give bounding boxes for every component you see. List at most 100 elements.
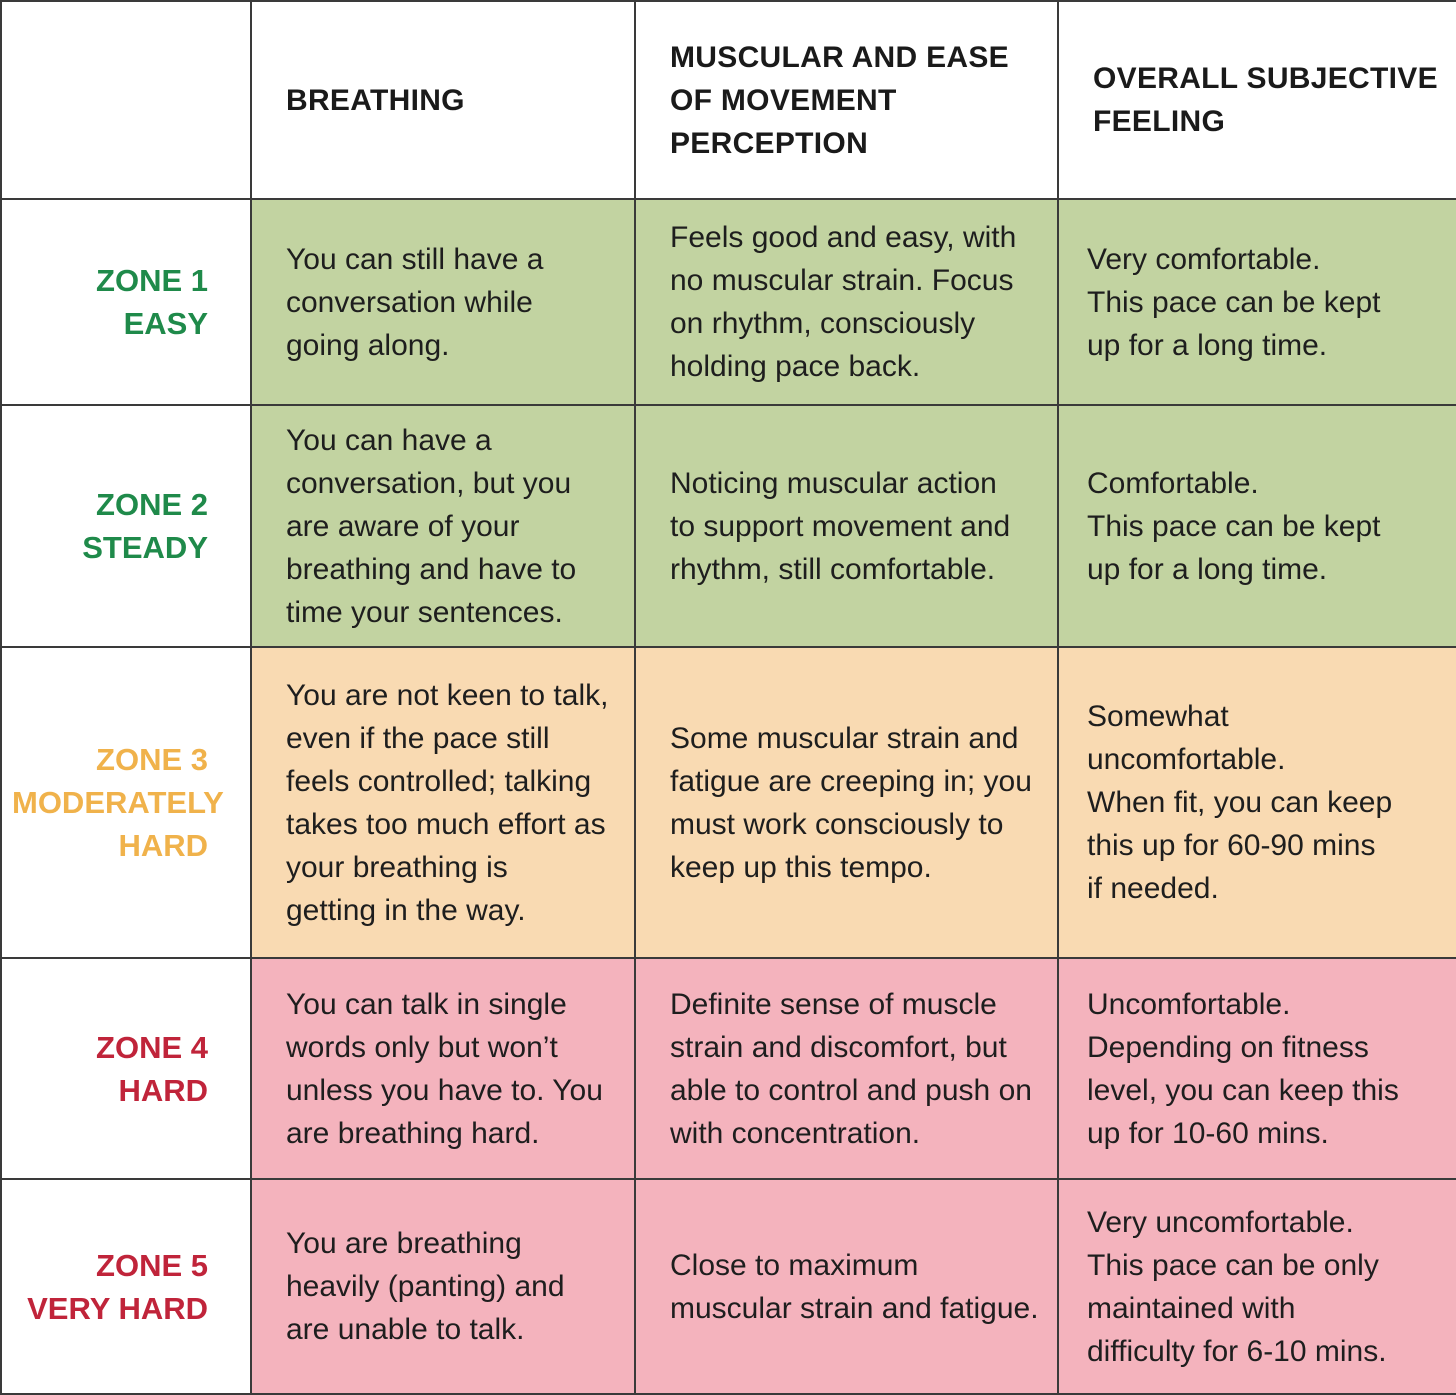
cell-line: You are not keen to talk, [286,678,609,712]
cell-line: Somewhat [1087,700,1229,733]
cell-line: this up for 60-90 mins [1087,829,1376,862]
header-line: OVERALL SUBJECTIVE [1093,62,1438,95]
header-line: FEELING [1093,105,1226,138]
zone-level: EASY [123,306,208,341]
cell-line: even if the pace still [286,721,550,755]
zone-name: ZONE 5 [96,1247,208,1283]
zone-label-4: ZONE 4 HARD [0,957,252,1180]
cell-line: feels controlled; talking [286,764,592,798]
cell-line: level, you can keep this [1087,1073,1399,1107]
zone-label-3: ZONE 3 MODERATELY HARD [0,646,252,959]
cell-line: conversation while [286,285,533,319]
cell-line: up for a long time. [1087,552,1328,586]
cell-line: must work consciously to [670,807,1004,841]
zone-2-breathing-cell: You can have a conversation, but you are… [250,404,636,648]
zone-row-5: ZONE 5 VERY HARD You are breathing heavi… [0,1178,1456,1395]
header-line: OF MOVEMENT [670,83,897,117]
zone-row-4: ZONE 4 HARD You can talk in single words… [0,957,1456,1180]
zone-label-5: ZONE 5 VERY HARD [0,1178,252,1395]
zone-label-1: ZONE 1 EASY [0,198,252,406]
cell-line: unless you have to. You [286,1073,603,1107]
cell-line: keep up this tempo. [670,850,932,884]
cell-line: Feels good and easy, with [670,221,1017,254]
zone-5-breathing-cell: You are breathing heavily (panting) and … [250,1178,636,1395]
header-line: MUSCULAR AND EASE [670,40,1009,74]
zone-level: VERY HARD [27,1290,208,1326]
cell-line: words only but won’t [286,1030,558,1064]
zone-4-breathing-cell: You can talk in single words only but wo… [250,957,636,1180]
zone-1-muscular-cell: Feels good and easy, with no muscular st… [634,198,1059,406]
cell-line: holding pace back. [670,350,921,383]
cell-line: You can talk in single [286,987,567,1021]
zone-level: STEADY [82,530,208,565]
zone-name: ZONE 3 [96,742,208,777]
cell-line: uncomfortable. [1087,743,1286,776]
cell-line: are aware of your [286,509,520,543]
zone-2-muscular-cell: Noticing muscular action to support move… [634,404,1059,648]
cell-line: if needed. [1087,872,1219,905]
zone-level: HARD [118,828,208,863]
zone-5-muscular-cell: Close to maximum muscular strain and fat… [634,1178,1059,1395]
zone-name: ZONE 4 [96,1029,208,1065]
zone-4-muscular-cell: Definite sense of muscle strain and disc… [634,957,1059,1180]
header-line: BREATHING [286,83,465,117]
cell-line: This pace can be kept [1087,509,1381,543]
cell-line: able to control and push on [670,1073,1032,1107]
cell-line: breathing and have to [286,552,577,586]
cell-line: Depending on fitness [1087,1030,1369,1064]
zone-1-breathing-cell: You can still have a conversation while … [250,198,636,406]
cell-line: Close to maximum [670,1248,919,1282]
cell-line: fatigue are creeping in; you [670,764,1032,798]
cell-line: heavily (panting) and [286,1270,565,1303]
cell-line: Comfortable. [1087,466,1259,500]
cell-line: to support movement and [670,509,1011,543]
zone-3-feeling-cell: Somewhat uncomfortable. When fit, you ca… [1057,646,1456,959]
cell-line: maintained with [1087,1291,1296,1325]
cell-line: Definite sense of muscle [670,987,997,1021]
cell-line: You can still have a [286,242,544,276]
cell-line: You are breathing [286,1227,522,1260]
zone-2-feeling-cell: Comfortable. This pace can be kept up fo… [1057,404,1456,648]
zone-level: HARD [118,1072,208,1108]
cell-line: conversation, but you [286,466,572,500]
header-corner-cell [0,0,252,200]
header-line: PERCEPTION [670,126,869,160]
cell-line: getting in the way. [286,893,526,927]
zone-1-feeling-cell: Very comfortable. This pace can be kept … [1057,198,1456,406]
cell-line: Very comfortable. [1087,242,1321,276]
cell-line: no muscular strain. Focus [670,264,1014,297]
cell-line: This pace can be kept [1087,285,1381,319]
cell-line: Very uncomfortable. [1087,1205,1354,1239]
zone-name: ZONE 2 [96,487,208,522]
cell-line: takes too much effort as [286,807,606,841]
cell-line: with concentration. [670,1116,921,1150]
header-muscular: MUSCULAR AND EASE OF MOVEMENT PERCEPTION [634,0,1059,200]
zone-name: ZONE 1 [96,263,208,298]
cell-line: This pace can be only [1087,1248,1379,1282]
cell-line: are breathing hard. [286,1116,540,1150]
zone-label-2: ZONE 2 STEADY [0,404,252,648]
zone-row-2: ZONE 2 STEADY You can have a conversatio… [0,404,1456,648]
header-breathing: BREATHING [250,0,636,200]
cell-line: muscular strain and fatigue. [670,1291,1039,1325]
cell-line: up for 10-60 mins. [1087,1116,1329,1150]
cell-line: strain and discomfort, but [670,1030,1007,1064]
cell-line: on rhythm, consciously [670,307,976,340]
zone-level: MODERATELY [12,785,224,820]
zone-row-1: ZONE 1 EASY You can still have a convers… [0,198,1456,406]
zone-3-muscular-cell: Some muscular strain and fatigue are cre… [634,646,1059,959]
zone-row-3: ZONE 3 MODERATELY HARD You are not keen … [0,646,1456,959]
cell-line: difficulty for 6-10 mins. [1087,1334,1387,1368]
zone-5-feeling-cell: Very uncomfortable. This pace can be onl… [1057,1178,1456,1395]
cell-line: up for a long time. [1087,328,1328,362]
cell-line: time your sentences. [286,595,563,629]
cell-line: When fit, you can keep [1087,786,1393,819]
zone-3-breathing-cell: You are not keen to talk, even if the pa… [250,646,636,959]
cell-line: going along. [286,328,450,362]
cell-line: rhythm, still comfortable. [670,552,996,586]
cell-line: Some muscular strain and [670,721,1019,755]
cell-line: Uncomfortable. [1087,987,1291,1021]
cell-line: Noticing muscular action [670,466,997,500]
cell-line: are unable to talk. [286,1313,525,1346]
